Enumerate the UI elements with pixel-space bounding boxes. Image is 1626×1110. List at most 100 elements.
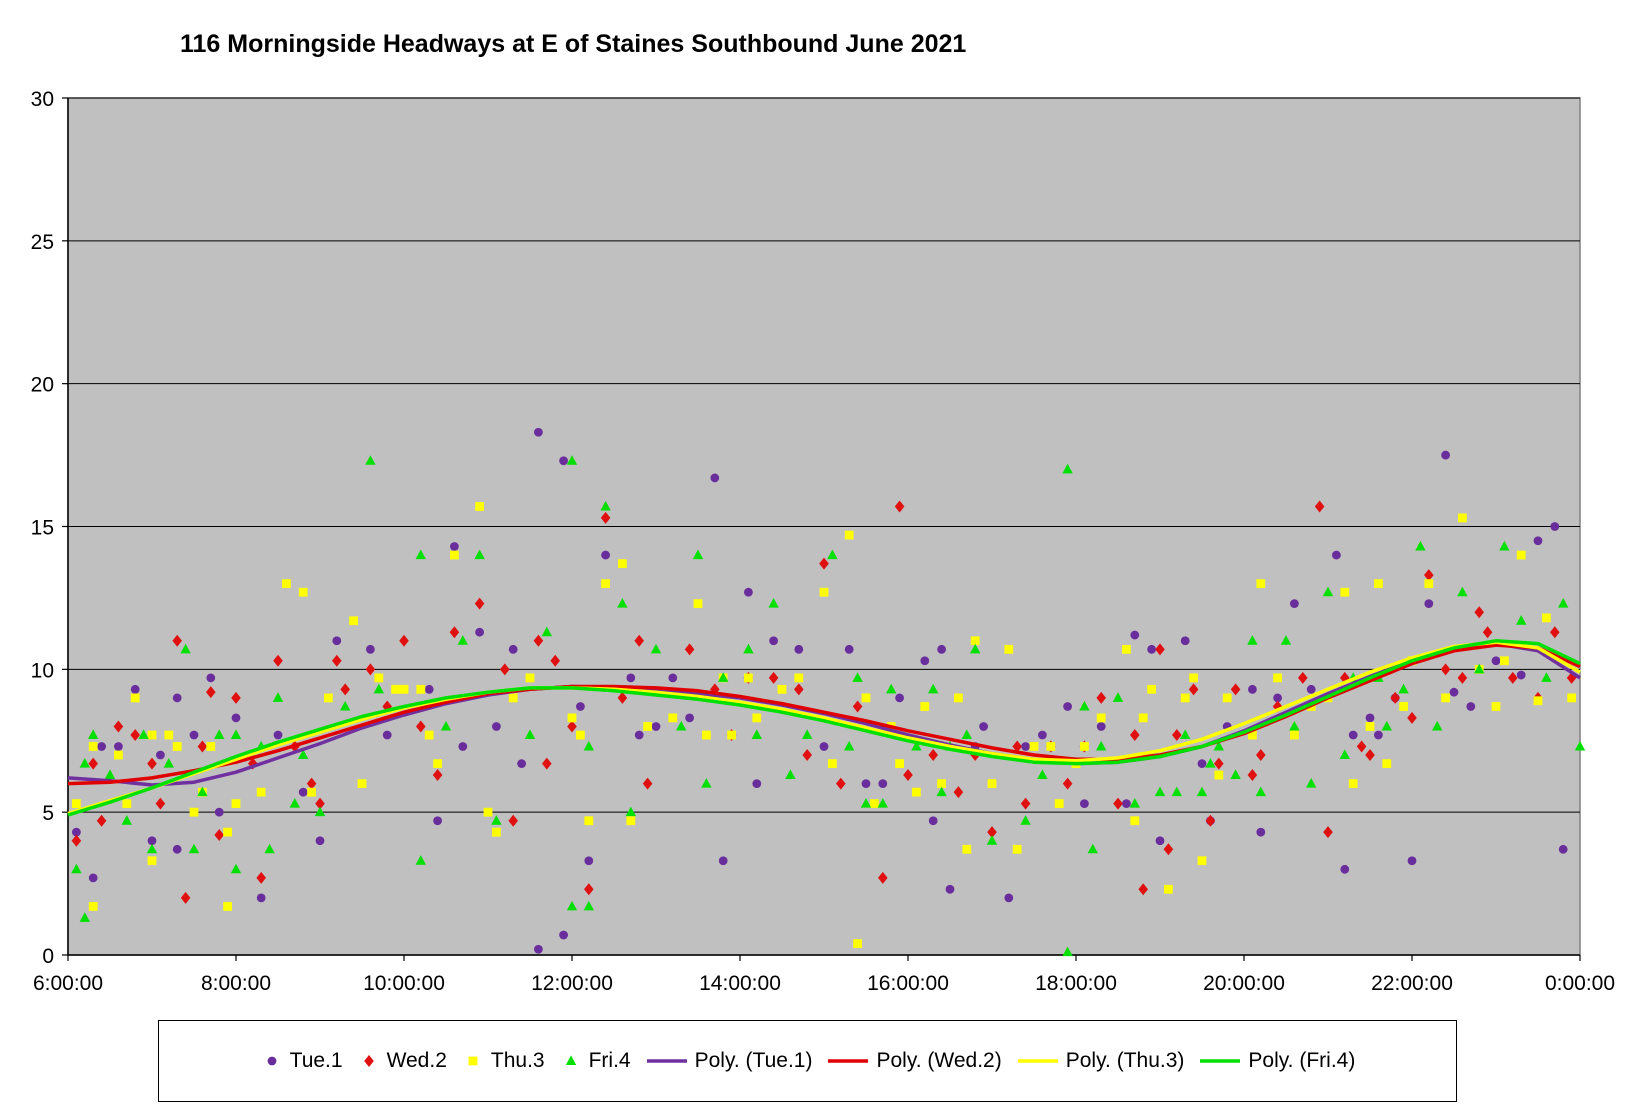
data-point (524, 729, 536, 740)
data-point (1558, 598, 1569, 608)
data-point (1298, 671, 1308, 684)
data-point (937, 779, 946, 788)
data-point (130, 693, 140, 703)
data-point (214, 807, 224, 817)
legend-label: Poly. (Tue.1) (694, 1049, 813, 1072)
data-point (1365, 722, 1375, 731)
data-point (424, 730, 434, 740)
data-point (827, 549, 838, 560)
data-point (138, 729, 149, 740)
y-tick-label: 0 (42, 945, 54, 968)
data-point (626, 673, 636, 683)
data-point (155, 797, 166, 810)
data-point (399, 684, 409, 694)
legend-swatch (267, 1056, 277, 1066)
data-point (676, 720, 687, 731)
legend-label: Poly. (Wed.2) (876, 1049, 1002, 1072)
data-point (953, 786, 964, 799)
data-point (718, 672, 729, 682)
data-point (1306, 684, 1316, 694)
data-point (88, 757, 98, 770)
data-point (500, 663, 510, 676)
axes: 0 5 10 15 20 25 30 6:00:00 8:00:00 10:00:00 12:00:… (31, 88, 1615, 995)
data-point (517, 759, 526, 769)
data-point (180, 891, 191, 904)
legend-swatch (468, 1056, 478, 1066)
data-point (1180, 636, 1190, 646)
data-point (744, 673, 753, 683)
data-point (206, 686, 216, 699)
data-point (457, 635, 468, 645)
data-point (1289, 720, 1300, 731)
data-point (146, 843, 158, 854)
data-point (1390, 691, 1400, 704)
data-point (197, 740, 208, 753)
data-point (651, 722, 661, 731)
data-point (1180, 693, 1190, 703)
data-point (349, 616, 358, 626)
data-point (1541, 672, 1552, 682)
data-point (1256, 827, 1266, 837)
data-point (567, 713, 577, 723)
legend-label: Poly. (Fri.4) (1248, 1049, 1356, 1072)
data-point (88, 902, 98, 911)
data-point (373, 683, 384, 694)
data-point (710, 473, 720, 483)
data-point (1449, 687, 1459, 697)
data-point (231, 691, 241, 704)
data-point (903, 769, 913, 782)
data-point (1247, 635, 1258, 645)
data-point (79, 758, 90, 768)
data-point (1441, 693, 1450, 703)
legend-label: Poly. (Thu.3) (1065, 1049, 1185, 1072)
data-point (559, 456, 568, 466)
data-point (1256, 579, 1266, 589)
x-tick-label: 8:00:00 (201, 972, 271, 995)
data-point (928, 749, 938, 762)
data-point (1542, 613, 1551, 623)
data-point (693, 599, 703, 609)
data-point (248, 757, 258, 770)
data-point (1197, 856, 1207, 866)
data-point (650, 643, 662, 654)
data-point (828, 759, 837, 769)
data-point (819, 742, 829, 751)
data-point (1290, 730, 1299, 740)
data-point (894, 500, 905, 513)
data-point (1248, 684, 1257, 694)
data-point (1440, 663, 1451, 676)
legend-item: Poly. (Fri.4) (1198, 1049, 1355, 1073)
data-point (1340, 864, 1350, 874)
data-point (1213, 740, 1224, 751)
legend-swatch (1017, 1059, 1058, 1063)
data-point (912, 787, 921, 797)
data-point (1230, 683, 1241, 696)
data-point (1314, 500, 1325, 513)
data-point (986, 835, 998, 845)
legend-marker (363, 1055, 374, 1067)
data-point (399, 634, 409, 647)
data-point (147, 856, 157, 866)
data-point (534, 944, 543, 954)
legend-label: Tue.1 (289, 1049, 343, 1072)
data-point (895, 759, 904, 769)
data-point (852, 672, 863, 682)
data-point (332, 636, 342, 646)
data-point (768, 671, 779, 684)
data-point (1374, 579, 1383, 589)
data-point (122, 799, 132, 808)
data-point (71, 863, 82, 874)
legend-swatch (363, 1055, 374, 1067)
data-point (314, 806, 326, 817)
data-point (1214, 757, 1224, 770)
y-tick-label: 30 (31, 88, 54, 111)
data-point (206, 673, 216, 683)
data-point (1147, 684, 1156, 694)
data-point (600, 511, 611, 524)
data-point (114, 750, 123, 760)
data-point (357, 779, 367, 788)
legend-item: Thu.3 (461, 1049, 545, 1073)
data-point (861, 779, 871, 788)
data-point (1381, 720, 1392, 731)
data-point (1550, 626, 1560, 639)
